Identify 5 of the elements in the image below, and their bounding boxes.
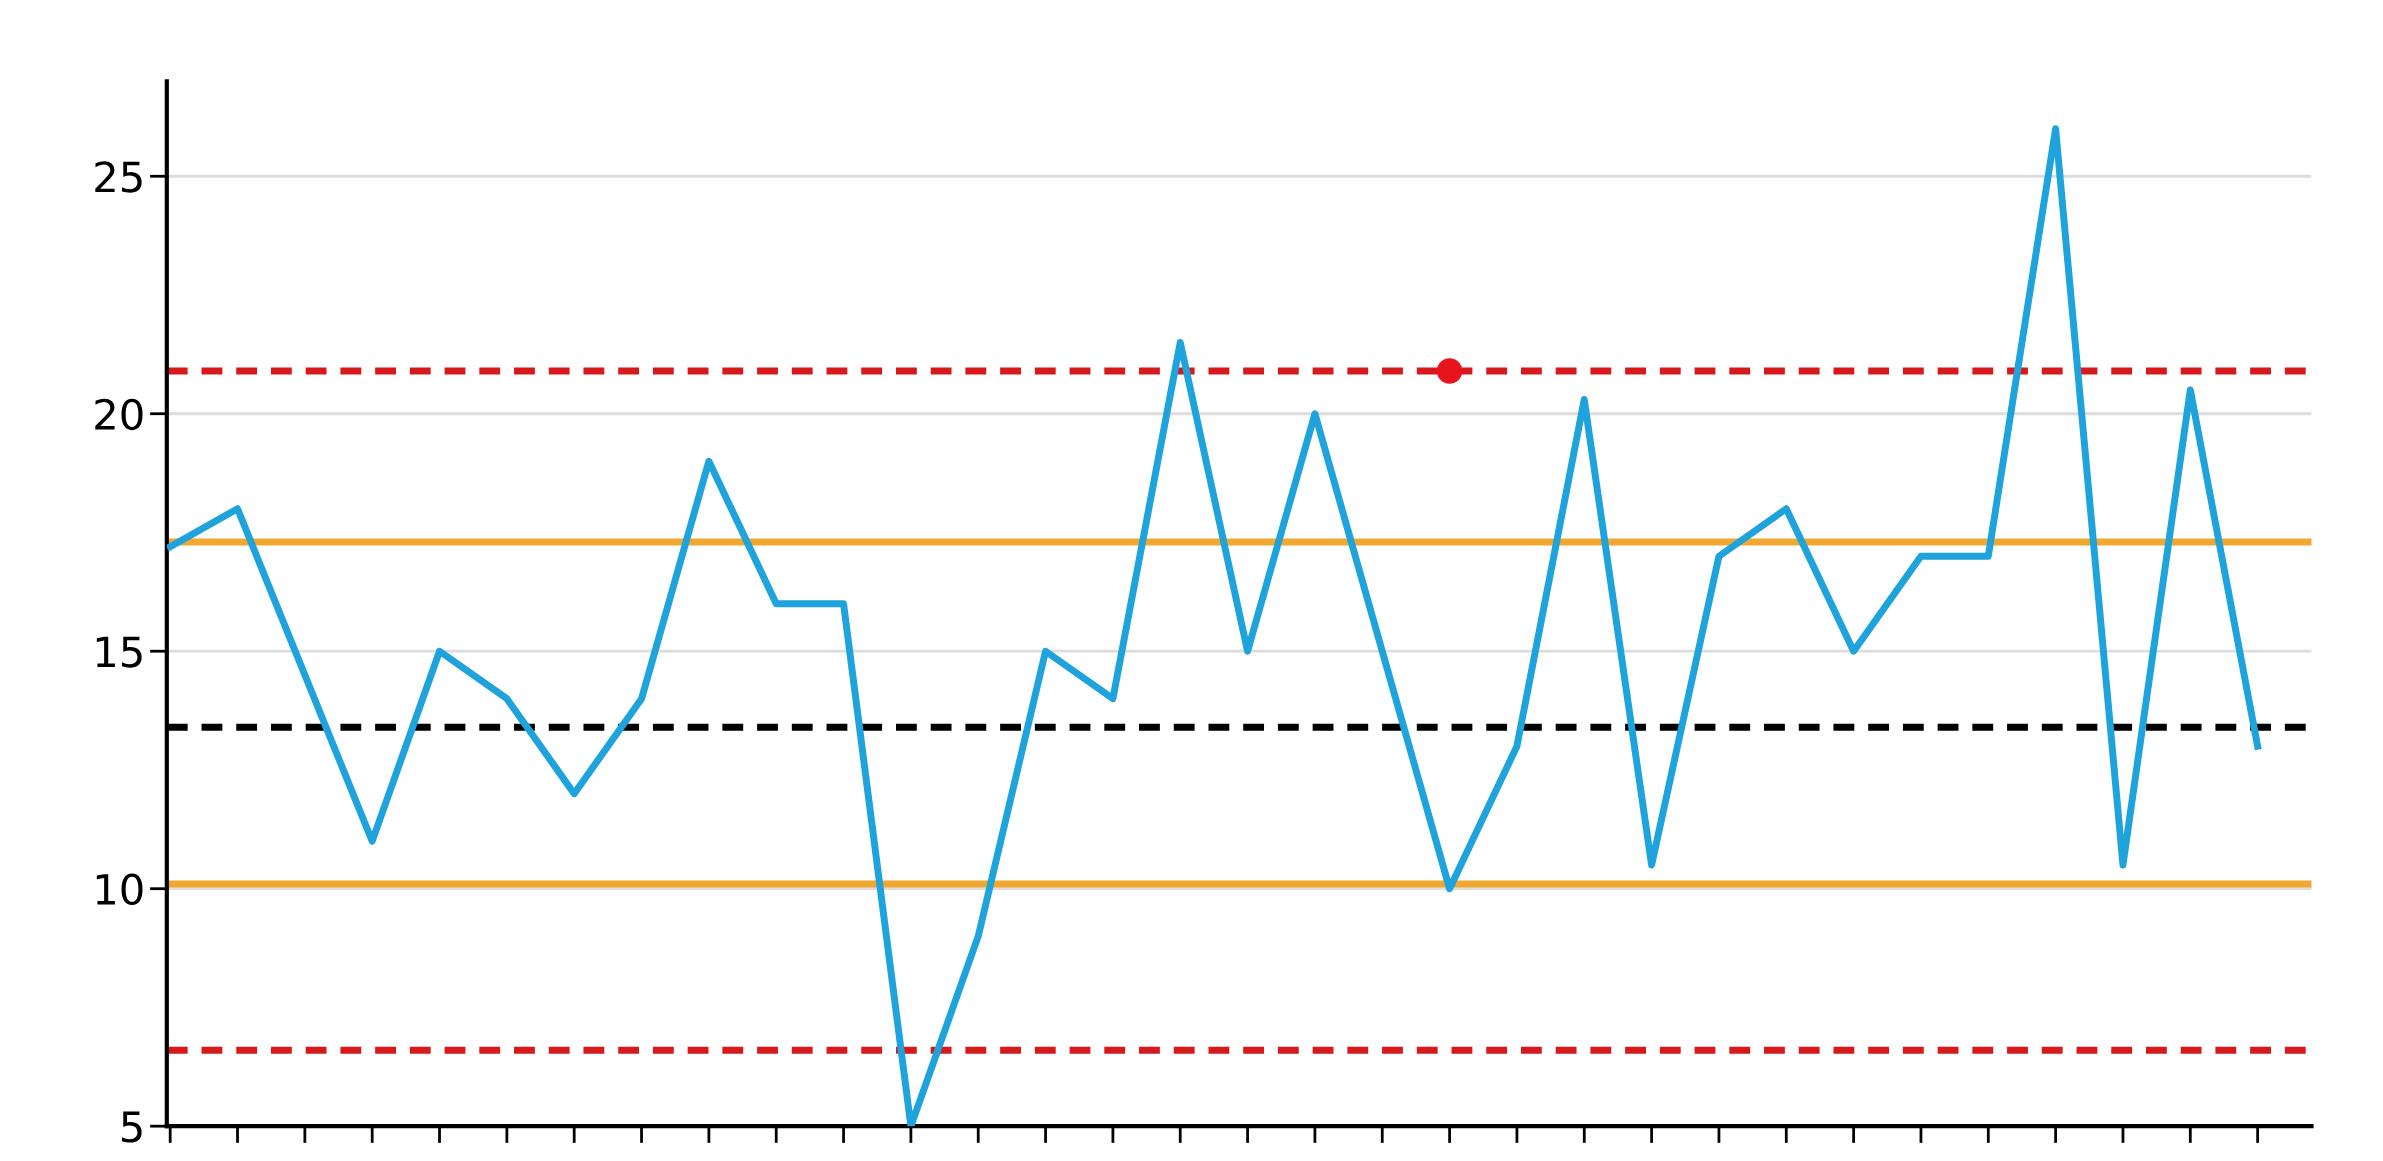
y-tick-label: 5 — [121, 1111, 142, 1143]
y-tick-label: 15 — [96, 636, 142, 668]
y-tick-label: 10 — [96, 873, 143, 906]
y-tick-label: 20 — [95, 398, 143, 431]
y-tick-label: 25 — [95, 161, 142, 193]
